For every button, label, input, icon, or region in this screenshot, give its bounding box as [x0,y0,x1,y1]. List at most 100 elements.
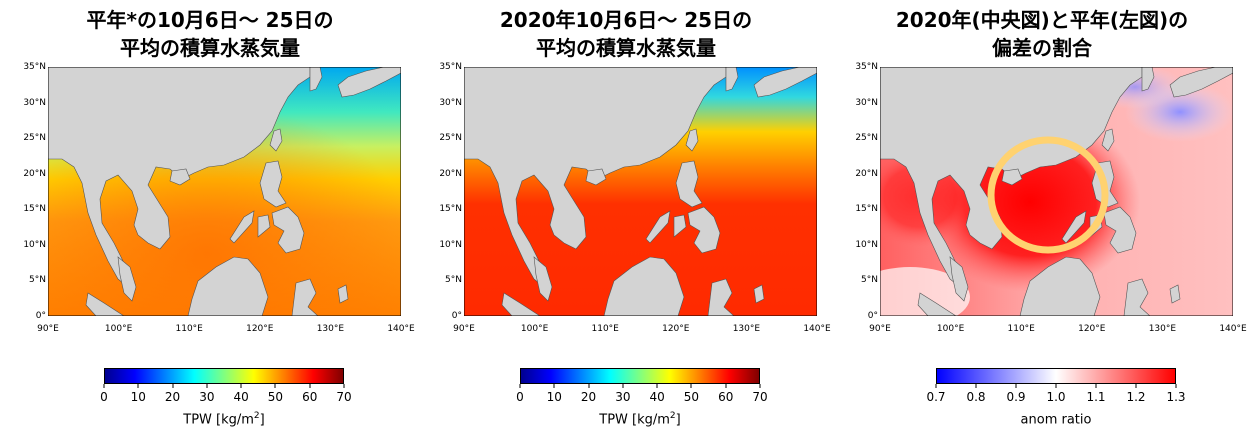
lon-tick-label: 140°E [1219,324,1247,334]
lat-tick-label: 0° [451,311,462,321]
tpw-map [464,67,817,316]
colorbar-tick-mark [622,384,624,388]
colorbar-tick-label: 1.3 [1166,390,1186,404]
lat-tick-label: 5°N [445,275,462,286]
colorbar-tick-label: 70 [336,390,352,404]
colorbar-tick-label: 50 [683,390,700,404]
colorbar-tick-label: 1.1 [1086,390,1106,404]
colorbar-label-sup: 2 [253,411,260,421]
colorbar-tick-label: 20 [580,390,597,404]
panel-2020: 2020年10月6日〜 25日の 平均の積算水蒸気量 0° 5°N 10°N 15°N… [416,0,836,437]
lon-tick-label: 120°E [246,324,274,334]
lon-tick-label: 140°E [803,324,831,334]
lon-tick-label: 90°E [869,324,891,334]
lat-tick-label: 25°N [23,133,46,144]
title-line-1: 平年*の10月6日〜 25日の [86,8,334,32]
highlight-circle [987,136,1109,254]
lat-tick-label: 20°N [439,168,462,179]
title-line-2: 平均の積算水蒸気量 [536,36,716,60]
lon-tick-label: 110°E [175,324,203,334]
colorbar-tick-label: 0 [100,390,108,404]
lat-tick-label: 15°N [855,204,878,215]
colorbar-label-text: TPW [kg/m [183,412,254,428]
colorbar-tick-label: 1.0 [1046,390,1066,404]
colorbar-tick-mark [172,384,174,388]
lon-tick-label: 140°E [387,324,415,334]
panel-title: 2020年10月6日〜 25日の 平均の積算水蒸気量 [416,6,836,62]
ratio-map [880,67,1233,316]
panel-title: 2020年(中央図)と平年(左図)の 偏差の割合 [832,6,1252,62]
colorbar-tick-mark [588,384,590,388]
lon-tick-label: 100°E [936,324,965,334]
colorbar-tick-mark [656,384,658,388]
colorbar-tick-label: 10 [130,390,146,404]
colorbar-tick-label: 40 [649,390,665,404]
colorbar-tick-mark [935,384,937,388]
title-line-1: 2020年(中央図)と平年(左図)の [895,8,1189,32]
title-line-2: 平均の積算水蒸気量 [120,36,300,60]
panel-anomaly-ratio: 2020年(中央図)と平年(左図)の 偏差の割合 0° 5°N 10°N 15°N 20… [832,0,1252,437]
colorbar-label-sup: 2 [669,411,676,421]
colorbar-label-text: anom ratio [1020,412,1092,428]
lat-tick-label: 15°N [23,204,46,215]
panel-climatology: 平年*の10月6日〜 25日の 平均の積算水蒸気量 0° 5°N 10°N 15°N 2… [0,0,420,437]
lat-tick-label: 15°N [439,204,462,215]
colorbar [104,368,344,384]
panel-title: 平年*の10月6日〜 25日の 平均の積算水蒸気量 [0,6,420,62]
colorbar-label: anom ratio [936,408,1176,428]
lon-tick-label: 130°E [732,324,761,334]
lat-tick-label: 35°N [439,62,462,72]
colorbar-tick-label: 50 [267,390,284,404]
lon-tick-label: 90°E [453,324,475,334]
colorbar-label: TPW [kg/m2] [104,408,344,428]
colorbar [520,368,760,384]
lat-tick-label: 35°N [23,62,46,72]
title-line-2: 偏差の割合 [992,36,1092,60]
lat-tick-label: 5°N [29,275,46,286]
lat-tick-label: 30°N [439,97,462,108]
colorbar-tick-mark [240,384,242,388]
lon-tick-label: 90°E [37,324,59,334]
lon-tick-label: 120°E [1078,324,1106,334]
lat-tick-label: 5°N [861,275,878,286]
lon-tick-label: 100°E [104,324,133,334]
lat-tick-label: 0° [867,311,878,321]
colorbar-tick-mark [1015,384,1017,388]
tpw-map [48,67,401,316]
colorbar-tick-mark [975,384,977,388]
colorbar-tick-label: 60 [718,390,734,404]
colorbar-tick-label: 30 [199,390,215,404]
colorbar-tick-mark [759,384,761,388]
colorbar-tick-label: 20 [164,390,181,404]
colorbar-tick-mark [1175,384,1177,388]
lon-tick-label: 130°E [1148,324,1177,334]
lat-tick-label: 10°N [23,239,46,250]
colorbar-tick-mark [206,384,208,388]
colorbar-tick-label: 30 [615,390,631,404]
colorbar-tick-mark [725,384,727,388]
lat-tick-label: 10°N [855,239,878,250]
colorbar-tick-label: 0.9 [1006,390,1026,404]
lat-tick-label: 20°N [855,168,878,179]
colorbar-tick-label: 0.8 [966,390,986,404]
lat-tick-label: 30°N [855,97,878,108]
lon-tick-label: 110°E [1007,324,1035,334]
colorbar-tick-mark [1135,384,1137,388]
colorbar-tick-mark [1095,384,1097,388]
colorbar-label: TPW [kg/m2] [520,408,760,428]
colorbar-tick-mark [309,384,311,388]
colorbar-tick-label: 0.7 [926,390,946,404]
colorbar-tick-mark [274,384,276,388]
colorbar-tick-label: 10 [546,390,562,404]
colorbar-label-end: ] [259,412,265,428]
colorbar-tick-mark [343,384,345,388]
colorbar [936,368,1176,384]
colorbar-tick-mark [137,384,139,388]
colorbar-tick-label: 60 [302,390,318,404]
lon-tick-label: 100°E [520,324,549,334]
colorbar-tick-label: 70 [752,390,768,404]
lon-tick-label: 110°E [591,324,619,334]
lat-tick-label: 25°N [855,133,878,144]
colorbar-tick-mark [1055,384,1057,388]
colorbar-label-text: TPW [kg/m [599,412,670,428]
